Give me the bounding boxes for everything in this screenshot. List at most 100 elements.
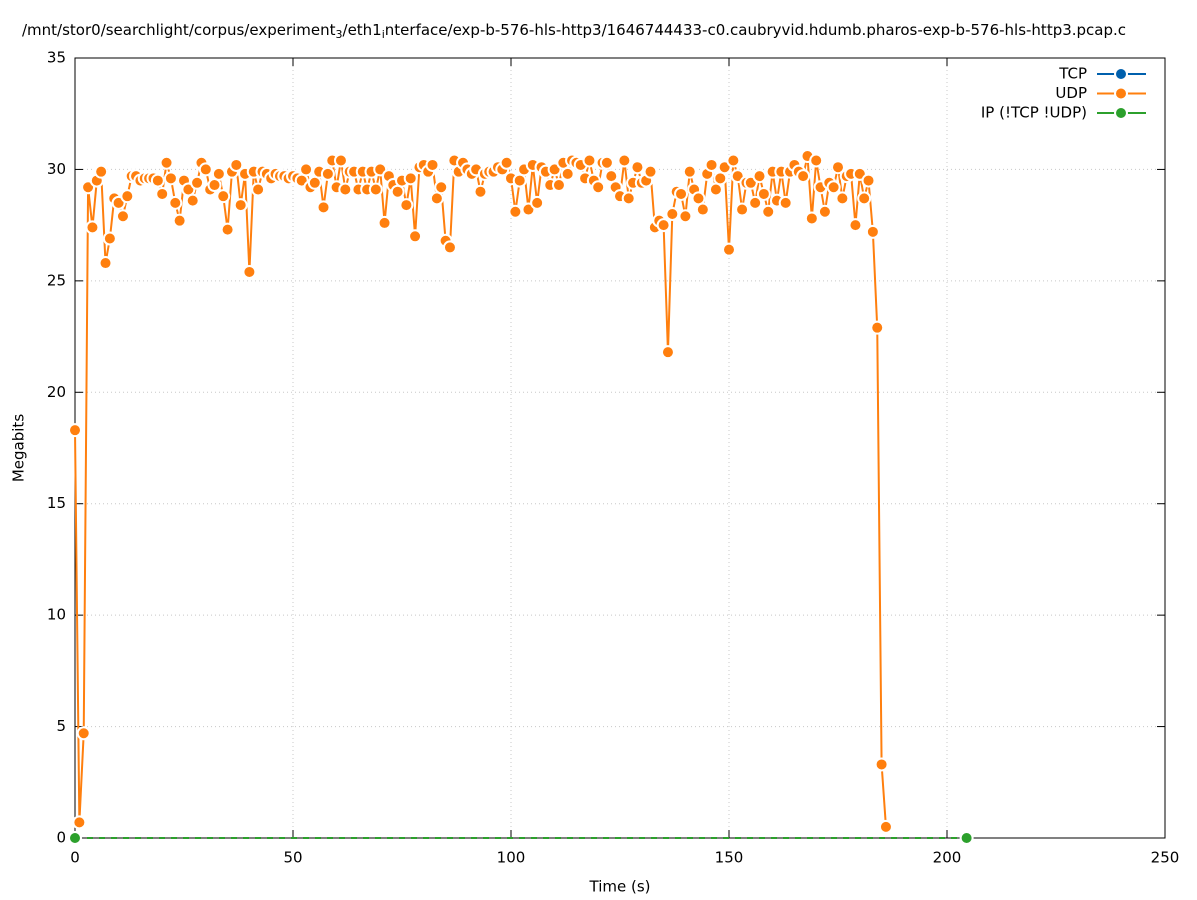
data-point [159,155,174,170]
data-point [316,200,331,215]
x-tick-label: 0 [70,849,80,867]
data-point [377,215,392,230]
y-tick-label: 30 [47,160,66,178]
data-point [599,155,614,170]
data-point [617,153,632,168]
data-point [665,207,680,221]
x-tick-label: 150 [715,849,744,867]
data-point [551,178,566,193]
data-point [368,182,383,197]
title-part: /eth1 [343,21,382,39]
data-point [630,160,645,175]
data-point [870,320,885,335]
data-point [831,160,845,175]
data-point [499,155,514,170]
data-point [704,157,719,172]
data-point [660,345,675,360]
data-point [120,189,135,204]
data-point [442,240,457,255]
data-point [76,726,91,741]
data-point [408,229,423,244]
legend-marker [1114,67,1128,81]
data-point [817,204,832,219]
data-point [874,757,889,772]
data-point [560,166,575,181]
x-tick-label: 50 [283,849,302,867]
data-point [959,831,974,845]
data-point [861,173,876,188]
data-point [695,202,710,217]
data-point [722,242,736,257]
data-point [809,153,824,168]
x-tick-label: 200 [933,849,962,867]
y-tick-label: 10 [47,606,66,624]
legend-marker [1114,86,1128,101]
data-point [508,204,523,219]
legend-label: UDP [1055,84,1087,102]
data-point [115,209,130,224]
data-point [403,171,418,186]
data-point [299,162,314,177]
data-point [756,186,771,201]
data-point [726,153,741,168]
x-tick-label: 100 [497,849,526,867]
data-point [190,175,205,190]
y-tick-label: 5 [56,717,66,735]
data-point [68,831,82,845]
data-point [761,204,776,219]
y-tick-label: 25 [47,271,66,289]
data-point [198,162,213,177]
data-point [163,171,178,186]
data-point [752,169,767,184]
data-point [778,195,793,210]
y-tick-label: 0 [56,829,66,847]
data-point [591,180,606,195]
data-point [878,819,893,834]
data-point [835,191,850,206]
data-point [621,191,636,206]
data-point [682,164,697,179]
data-point [735,202,750,217]
data-point [185,193,200,208]
data-point [748,195,763,210]
data-point [233,198,248,213]
y-tick-label: 35 [47,49,66,67]
data-point [848,218,863,233]
legend-label: IP (!TCP !UDP) [981,104,1087,122]
data-point [399,198,414,213]
data-point [425,157,440,172]
legend-marker [1114,106,1128,120]
x-axis-label: Time (s) [589,878,651,896]
data-point [102,231,117,246]
data-point [826,180,841,195]
data-point [220,222,235,237]
data-point [434,180,449,195]
title-subscript: i [382,28,385,41]
data-point [338,182,353,197]
data-point [229,157,244,172]
chart-title: /mnt/stor0/searchlight/corpus/experiment… [22,21,1126,42]
data-point [473,184,488,199]
data-point [333,153,348,168]
data-point [796,169,811,184]
data-point [211,166,226,181]
data-point [320,166,335,181]
data-point [242,264,257,279]
y-axis-label: Megabits [10,414,28,482]
data-point [678,209,693,224]
legend-label: TCP [1058,65,1087,83]
data-point [865,224,880,239]
data-point [857,191,872,206]
y-tick-label: 15 [47,494,66,512]
x-tick-label: 250 [1151,849,1180,867]
title-part: nterface/exp-b-576-hls-http3/1646744433-… [385,21,1126,39]
data-point [643,164,658,179]
data-point [656,218,671,233]
data-point [150,173,165,188]
data-point [68,423,82,438]
data-point [804,211,819,226]
data-point [155,186,170,201]
y-tick-label: 20 [47,383,66,401]
data-point [674,186,689,201]
